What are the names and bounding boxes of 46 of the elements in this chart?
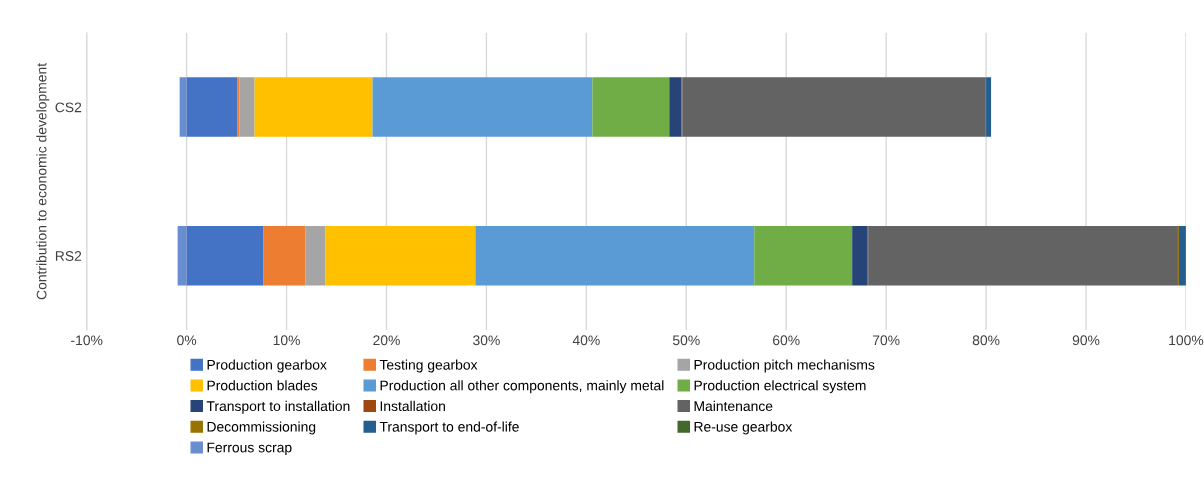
bar: [475, 226, 755, 286]
x-tick-label: 60%: [773, 335, 800, 346]
bar: [754, 226, 853, 286]
bar: [186, 77, 238, 137]
bar: [372, 77, 593, 137]
x-tick-label: 70%: [872, 335, 900, 346]
y-tick-label: CS2: [55, 102, 82, 113]
x-tick-label: 90%: [1072, 335, 1100, 346]
bar: [682, 77, 986, 137]
legend-label: Re-use gearbox: [694, 421, 793, 435]
legend-label: Production pitch mechanisms: [694, 359, 875, 373]
bar: [592, 77, 670, 137]
legend-label: Decommissioning: [207, 421, 316, 435]
bar: [177, 226, 187, 286]
legend-label: Maintenance: [694, 400, 773, 412]
x-tick-label: 80%: [972, 335, 1000, 346]
legend-label: Installation: [380, 400, 445, 412]
legend-label: Production all other components, mainly metal: [380, 380, 664, 394]
bar: [263, 226, 306, 286]
x-tick-label: 50%: [672, 335, 700, 346]
bar: [868, 226, 1178, 286]
bar: [186, 226, 264, 286]
y-tick-label: RS2: [55, 251, 82, 261]
legend-label: Production electrical system: [694, 380, 866, 394]
bar: [986, 77, 992, 137]
x-tick-label: 0%: [177, 335, 197, 346]
x-tick-label: -10%: [71, 335, 103, 346]
legend-label: Ferrous scrap: [207, 442, 292, 456]
bar: [179, 77, 187, 137]
bar: [325, 226, 476, 286]
x-tick-label: 40%: [572, 335, 600, 346]
x-tick-label: 10%: [273, 335, 300, 346]
bar: [305, 226, 326, 286]
x-tick-label: 30%: [473, 335, 500, 346]
bar: [852, 226, 868, 286]
x-tick-label: 20%: [373, 335, 400, 346]
legend-label: Testing gearbox: [379, 359, 478, 373]
bar: [239, 77, 255, 137]
x-tick-label: 100%: [1169, 335, 1204, 346]
legend-label: Transport to installation: [206, 400, 350, 414]
bar: [669, 77, 682, 137]
legend-label: Production blades: [207, 380, 318, 391]
y-axis-title: Contribution to economic development: [36, 63, 50, 300]
bar: [254, 77, 373, 137]
legend-label: Production gearbox: [207, 359, 327, 373]
legend-label: Transport to end-of-life: [379, 421, 519, 435]
